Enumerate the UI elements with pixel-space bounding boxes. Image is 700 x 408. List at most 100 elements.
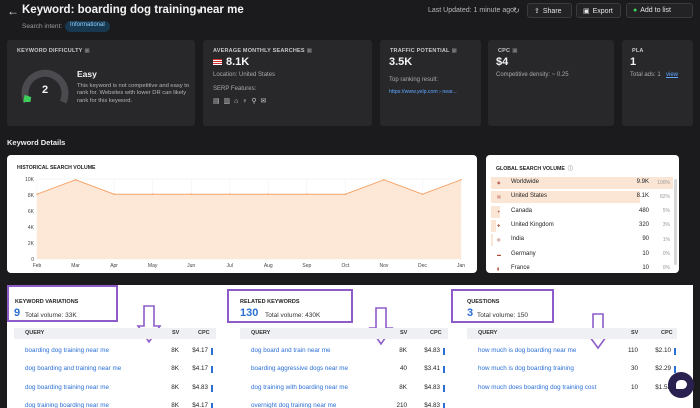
query-column-header[interactable]: QUERY xyxy=(25,330,45,336)
sv-column-header[interactable]: SV xyxy=(400,330,408,336)
data-point[interactable] xyxy=(228,193,231,195)
query-link[interactable]: how much does boarding dog training cost xyxy=(478,383,597,391)
query-link[interactable]: dog training with boarding near me xyxy=(251,383,348,391)
x-tick-label: Apr xyxy=(110,263,118,269)
country-volume: 9.9K xyxy=(636,179,649,185)
info-icon[interactable]: ▣ xyxy=(451,48,458,54)
query-link[interactable]: dog boarding and training near me xyxy=(25,365,122,373)
info-icon[interactable]: ⓘ xyxy=(567,166,573,172)
keyword-ideas-section xyxy=(7,285,693,408)
variations-total: Total volume: 33K xyxy=(25,312,77,319)
average-monthly-searches-card: AVERAGE MONTHLY SEARCHES ▣ 8.1K Location:… xyxy=(203,40,372,126)
export-icon: ▣ xyxy=(583,8,590,15)
search-volume: 8K xyxy=(171,365,179,373)
chevron-down-icon[interactable]: ▼ xyxy=(195,7,203,16)
country-row[interactable]: ▮ France 10 0% xyxy=(491,263,673,275)
y-tick-label: 0 xyxy=(31,257,34,263)
chat-button[interactable] xyxy=(668,372,694,398)
refresh-icon[interactable]: ↻ xyxy=(513,6,520,15)
query-link[interactable]: boarding aggressive dogs near me xyxy=(251,365,348,373)
data-point[interactable] xyxy=(306,193,308,195)
cpc-indicator-bar xyxy=(674,348,676,355)
top-result-link[interactable]: https://www.yelp.com › near... xyxy=(389,89,457,95)
data-point[interactable] xyxy=(267,193,270,195)
cpc-indicator-bar xyxy=(443,402,445,408)
historical-label: HISTORICAL SEARCH VOLUME xyxy=(17,165,96,171)
country-volume: 10 xyxy=(642,250,649,257)
query-link[interactable]: dog boarding training near me xyxy=(25,383,110,391)
country-volume: 320 xyxy=(638,221,649,228)
last-updated-text: Last Updated: 1 minute ago xyxy=(428,7,515,14)
share-button[interactable]: ⇪ Share xyxy=(527,3,572,18)
search-volume: 8K xyxy=(171,401,179,408)
query-column-header[interactable]: QUERY xyxy=(478,330,498,336)
table-header: QUERY SV CPC xyxy=(467,328,677,339)
global-scrollbar[interactable] xyxy=(674,179,677,265)
x-tick-label: Jul xyxy=(227,263,233,269)
kd-label: KEYWORD DIFFICULTY ▣ xyxy=(17,48,90,54)
query-link[interactable]: boarding dog training near me xyxy=(25,347,110,354)
back-arrow-icon[interactable]: ← xyxy=(7,4,19,18)
data-point[interactable] xyxy=(383,179,385,181)
sv-column-header[interactable]: SV xyxy=(172,330,180,336)
data-point[interactable] xyxy=(460,179,462,181)
pla-card: PLA 1 Total ads: 1 view xyxy=(622,40,693,126)
info-icon[interactable]: ▣ xyxy=(84,48,90,54)
questions-count[interactable]: 3 xyxy=(467,307,474,319)
table-row: dog boarding and training near me 8K $4.17 xyxy=(14,364,216,376)
cpc-value: $4.17 xyxy=(192,365,208,373)
query-link[interactable]: how much is dog boarding training xyxy=(478,365,574,373)
query-column-header[interactable]: QUERY xyxy=(251,330,271,336)
table-row: boarding aggressive dogs near me 40 $3.41 xyxy=(240,364,448,376)
data-point[interactable] xyxy=(421,193,424,195)
country-row[interactable]: ◍ India 90 1% xyxy=(491,234,673,247)
country-percent: 1% xyxy=(662,236,670,243)
add-to-list-button[interactable]: ● Add to list xyxy=(626,3,693,18)
cpc-value: $3.41 xyxy=(424,365,440,373)
query-link[interactable]: dog training boarding near me xyxy=(25,401,110,408)
data-point[interactable] xyxy=(151,193,154,195)
cpc-indicator-bar xyxy=(211,348,213,355)
related-count[interactable]: 130 xyxy=(240,307,259,319)
country-row[interactable]: ◉ Worldwide 9.9K 100% xyxy=(491,177,673,189)
export-button[interactable]: ▣ Export xyxy=(576,3,621,18)
cpc-column-header[interactable]: CPC xyxy=(198,330,210,336)
info-icon[interactable]: ▣ xyxy=(512,48,518,54)
country-row[interactable]: ▤ United States 8.1K 82% xyxy=(491,191,673,204)
country-row[interactable]: ✚ United Kingdom 320 3% xyxy=(491,219,673,232)
cpc-indicator-bar xyxy=(443,348,445,355)
variations-count[interactable]: 9 xyxy=(14,307,21,319)
tp-label-text: TRAFFIC POTENTIAL xyxy=(390,48,450,54)
country-row[interactable]: ✦ Canada 480 5% xyxy=(491,205,673,218)
data-point[interactable] xyxy=(36,193,38,195)
query-link[interactable]: how much is dog boarding near me xyxy=(478,347,577,354)
global-search-volume-panel: GLOBAL SEARCH VOLUME ⓘ ◉ Worldwide 9.9K 100%… xyxy=(486,155,679,273)
table-header: QUERY SV CPC xyxy=(240,328,448,339)
table-row: dog board and train near me 8K $4.83 xyxy=(240,346,448,358)
cpc-column-header[interactable]: CPC xyxy=(661,330,673,336)
related-highlight-box xyxy=(227,289,353,323)
data-point[interactable] xyxy=(190,193,192,195)
country-flag-icon: ▮ xyxy=(497,265,500,271)
cpc-value: $4 xyxy=(496,56,509,68)
x-tick-label: Jun xyxy=(187,263,195,269)
cpc-label-text: CPC xyxy=(498,48,511,54)
query-link[interactable]: dog board and train near me xyxy=(251,347,331,354)
x-tick-label: Dec xyxy=(418,263,427,269)
data-point[interactable] xyxy=(74,179,77,181)
cpc-value: $2.29 xyxy=(655,365,671,373)
related-label: RELATED KEYWORDS xyxy=(240,299,300,305)
sv-column-header[interactable]: SV xyxy=(631,330,639,336)
view-ads-link[interactable]: view xyxy=(666,72,679,78)
keyword-difficulty-card: KEYWORD DIFFICULTY ▣ 2 Easy This keyword … xyxy=(7,40,195,126)
area-fill xyxy=(37,179,461,259)
y-tick-label: 8K xyxy=(28,193,35,199)
country-flag-icon: ✚ xyxy=(497,222,501,228)
info-icon[interactable]: ▣ xyxy=(306,48,313,54)
query-link[interactable]: overnight dog training near me xyxy=(251,401,337,408)
country-row[interactable]: ▬ Germany 10 0% xyxy=(491,249,673,261)
cpc-column-header[interactable]: CPC xyxy=(430,330,442,336)
cpc-label: CPC ▣ xyxy=(498,48,518,54)
data-point[interactable] xyxy=(113,193,115,195)
data-point[interactable] xyxy=(344,193,347,195)
